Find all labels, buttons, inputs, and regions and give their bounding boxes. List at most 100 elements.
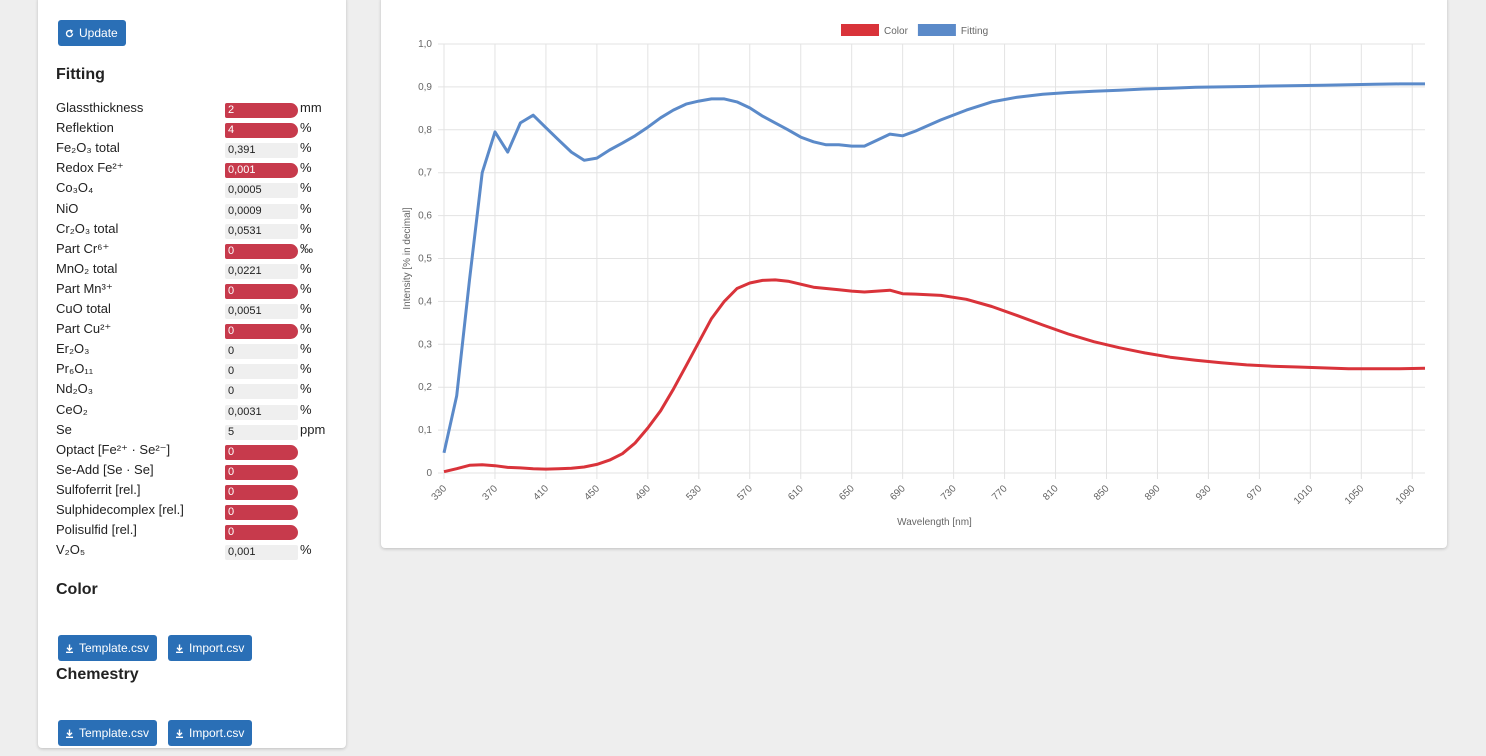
input-field[interactable]: 0,0221 [225, 263, 298, 279]
input-field[interactable]: 0 [225, 464, 298, 480]
unit: ‰ [300, 240, 313, 256]
field-label: Er₂O₃ [56, 341, 90, 357]
input-field[interactable]: 0,0031 [225, 404, 298, 420]
y-tick-label: 0,5 [418, 254, 432, 265]
unit: % [300, 260, 312, 276]
icon [176, 729, 183, 738]
button[interactable]: Update [58, 20, 126, 46]
input-field[interactable]: 0 [225, 444, 298, 460]
x-tick-label: 1010 [1292, 483, 1316, 507]
unit: ppm [300, 421, 326, 437]
x-tick-label: 570 [735, 483, 755, 503]
unit: % [300, 321, 312, 337]
input-field[interactable]: 0 [225, 243, 298, 259]
input-field[interactable]: 0,0531 [225, 223, 298, 239]
legend-swatch [917, 24, 956, 36]
input-field[interactable]: 5 [225, 424, 298, 440]
input-field[interactable]: 4 [225, 123, 298, 139]
field-label: Sulphidecomplex [rel.] [56, 502, 184, 517]
x-tick-label: 490 [633, 483, 653, 503]
x-tick-label: 370 [481, 483, 501, 503]
legend-swatch [841, 24, 879, 36]
y-tick-label: 0,7 [418, 168, 432, 179]
x-tick-label: 770 [990, 483, 1010, 503]
unit: % [300, 401, 312, 417]
field-label: Sulfoferrit [rel.] [56, 481, 141, 497]
input-field[interactable]: 0,0005 [225, 183, 298, 199]
button[interactable]: Template.csv [58, 720, 158, 746]
button[interactable]: Import.csv [168, 635, 253, 661]
input-field[interactable]: 2 [225, 103, 298, 118]
field-label: Glassthickness [56, 100, 144, 115]
unit: % [300, 160, 312, 176]
field-label: Cr₂O₃ total [56, 220, 119, 236]
unit: % [300, 301, 312, 316]
line-series [443, 278, 1426, 474]
y-tick-label: 0,9 [418, 82, 432, 93]
x-tick-label: 970 [1245, 483, 1265, 503]
input-field[interactable]: 0 [225, 505, 298, 520]
unit: % [300, 361, 312, 377]
unit: % [300, 542, 312, 558]
x-tick-label: 810 [1041, 483, 1061, 503]
icon [176, 644, 183, 653]
field-label: Se [56, 421, 72, 437]
input-field[interactable]: 0 [225, 364, 298, 380]
unit: % [300, 180, 312, 196]
legend-label: Color [884, 26, 909, 37]
unit: % [300, 220, 312, 236]
section-title: Chemestry [56, 666, 139, 683]
field-label: Pr₆O₁₁ [56, 361, 94, 377]
input-field[interactable]: 0 [225, 283, 298, 299]
field-label: Part Mn³⁺ [56, 280, 113, 296]
field-label: Se-Add [Se · Se] [56, 461, 154, 477]
field-label: Part Cu²⁺ [56, 321, 112, 337]
section-title: Fitting [56, 66, 105, 83]
button[interactable]: Import.csv [168, 720, 253, 746]
y-tick-label: 0,2 [418, 382, 432, 393]
input-field[interactable]: 0,0009 [225, 203, 298, 219]
field-label: V₂O₅ [56, 542, 86, 558]
chart-card: 0 0,1 0,2 0,3 0,4 0,5 0,6 0,7 0,8 0,9 1,0 330 370 410… [381, 0, 1447, 548]
input-field[interactable]: 0,391 [225, 143, 298, 159]
x-tick-label: 930 [1194, 483, 1214, 503]
input-field[interactable]: 0,001 [225, 545, 298, 561]
x-tick-label: 850 [1092, 483, 1112, 503]
x-tick-label: 890 [1143, 483, 1163, 503]
input-field[interactable]: 0 [225, 525, 298, 541]
input-field[interactable]: 0,001 [225, 163, 298, 179]
field-label: CeO₂ [56, 401, 88, 417]
x-tick-label: 650 [837, 483, 857, 503]
input-field[interactable]: 0 [225, 384, 298, 400]
unit: % [300, 200, 312, 216]
sidebar: Update Fitting Glassthickness 2 mm Reflektion… [38, 0, 346, 748]
field-label: Reflektion [56, 120, 114, 136]
section-title: Color [56, 581, 98, 598]
field-label: MnO₂ total [56, 260, 118, 276]
input-field[interactable]: 0 [225, 484, 298, 500]
y-axis-title: Intensity [% in decimal] [402, 207, 413, 309]
unit: % [300, 120, 312, 136]
x-tick-label: 410 [531, 483, 551, 503]
y-tick-label: 0,3 [418, 339, 432, 350]
unit: % [300, 341, 312, 357]
x-tick-label: 450 [582, 483, 602, 503]
line-series [442, 82, 1425, 454]
y-tick-label: 0,4 [418, 296, 432, 307]
input-field[interactable]: 0 [225, 344, 298, 360]
x-tick-label: 730 [939, 483, 959, 503]
icon [66, 644, 73, 653]
y-tick-label: 0 [426, 468, 432, 479]
x-axis-title: Wavelength [nm] [897, 517, 972, 528]
input-field[interactable]: 0 [225, 324, 298, 340]
field-label: NiO [56, 200, 79, 216]
y-tick-label: 1,0 [418, 39, 432, 50]
field-label: Fe₂O₃ total [56, 140, 120, 156]
y-tick-label: 0,6 [418, 211, 432, 222]
button[interactable]: Template.csv [58, 635, 158, 661]
input-field[interactable]: 0,0051 [225, 304, 298, 319]
x-tick-label: 1090 [1394, 483, 1418, 507]
icon [65, 29, 74, 38]
field-label: Redox Fe²⁺ [56, 160, 124, 176]
